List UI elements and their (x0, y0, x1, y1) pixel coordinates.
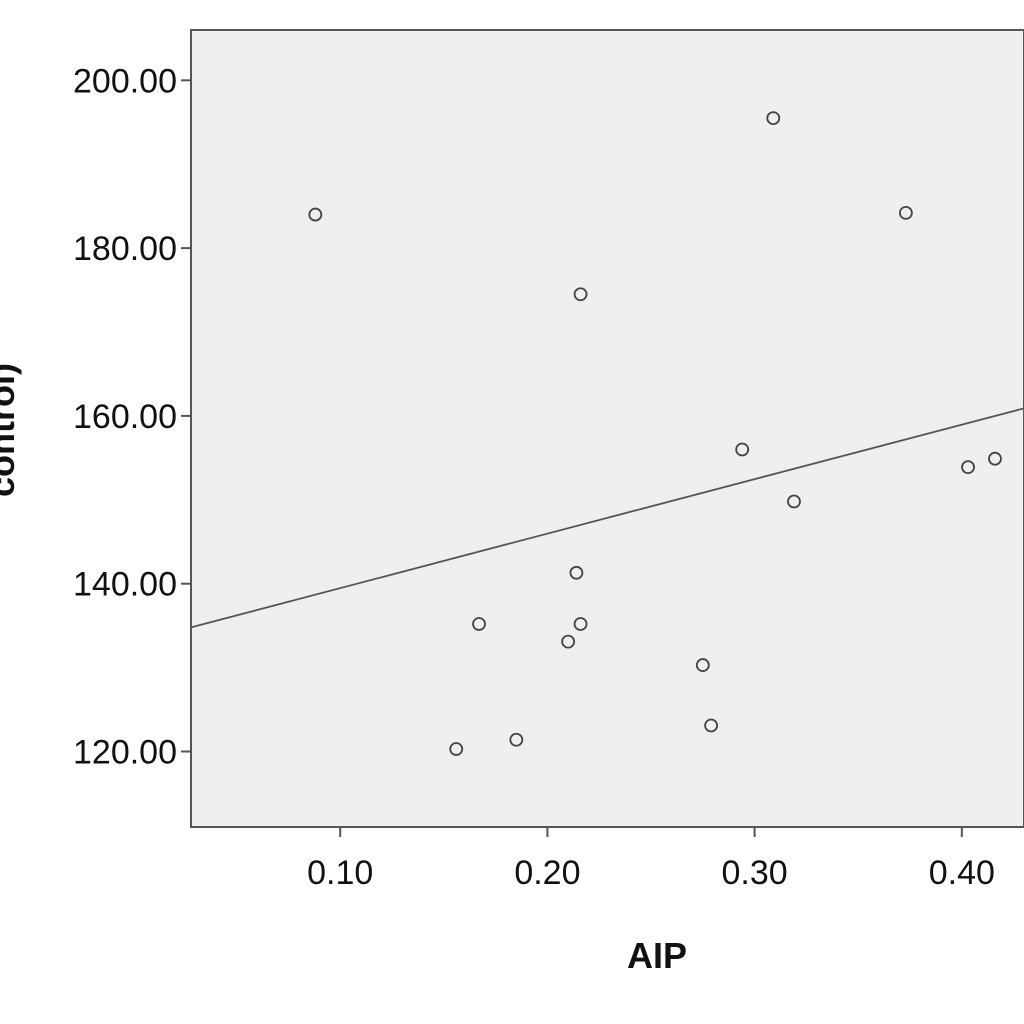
data-point (569, 565, 584, 580)
data-point (735, 442, 750, 457)
data-point (898, 205, 913, 220)
data-point (766, 111, 781, 125)
data-point (308, 207, 323, 222)
x-tick-label: 0.10 (307, 854, 373, 892)
data-point (988, 451, 1002, 466)
data-point (573, 287, 588, 302)
y-axis-title: control) (0, 363, 22, 497)
data-point (449, 742, 464, 756)
y-axis: 120.00 140.00 160.00 180.00 200.00 (73, 62, 191, 771)
data-point (509, 732, 524, 747)
y-tick-label: 180.00 (73, 230, 177, 268)
x-tick-label: 0.20 (514, 854, 580, 892)
points-layer (308, 111, 1002, 756)
data-point (787, 494, 801, 509)
y-tick-label: 160.00 (73, 398, 177, 436)
data-point (961, 460, 975, 474)
data-point (704, 718, 719, 733)
y-tick-label: 200.00 (73, 62, 177, 100)
x-axis-title: AIP (627, 935, 687, 976)
data-point (695, 658, 710, 672)
plot-area (190, 29, 1024, 828)
x-axis: 0.10 0.20 0.30 0.40 (307, 827, 995, 892)
data-point (561, 634, 576, 649)
x-tick-label: 0.40 (929, 854, 995, 892)
fit-line (190, 407, 1024, 629)
data-point (573, 617, 588, 631)
y-tick-label: 140.00 (73, 566, 177, 604)
data-point (472, 617, 486, 631)
y-tick-label: 120.00 (73, 733, 177, 771)
fit-line-layer (190, 407, 1024, 629)
x-tick-label: 0.30 (722, 854, 788, 892)
